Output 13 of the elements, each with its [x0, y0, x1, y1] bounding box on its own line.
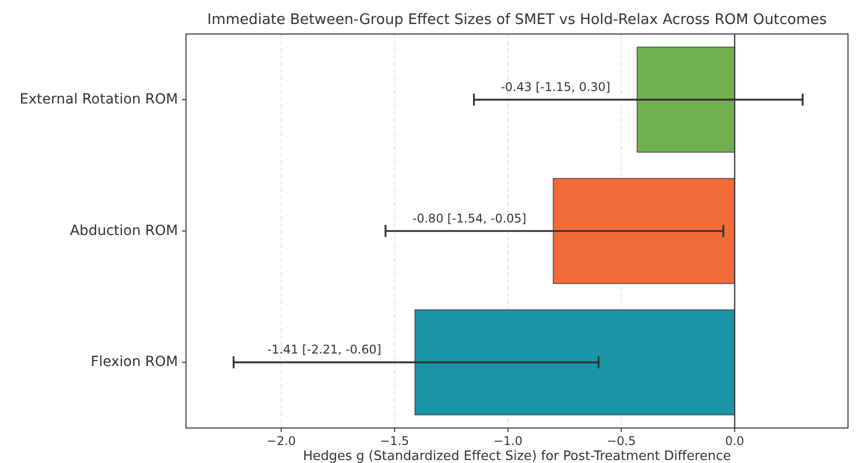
data-label: -0.43 [-1.15, 0.30]	[500, 80, 610, 94]
x-tick-label: −2.0	[266, 434, 296, 448]
y-tick-label: External Rotation ROM	[20, 91, 178, 108]
x-tick-label: −0.5	[606, 434, 636, 448]
chart-title: Immediate Between-Group Effect Sizes of SMET vs Hold-Relax Across ROM Outcomes	[207, 12, 827, 28]
x-tick-label: −1.5	[380, 434, 410, 448]
data-label: -0.80 [-1.54, -0.05]	[412, 211, 526, 226]
y-tick-label: Abduction ROM	[70, 222, 178, 239]
x-axis-title: Hedges g (Standardized Effect Size) for Post-Treatment Difference	[302, 449, 732, 463]
x-tick-label: −1.0	[493, 434, 522, 448]
y-tick-label: Flexion ROM	[90, 354, 178, 370]
data-label: -1.41 [-2.21, -0.60]	[267, 342, 382, 357]
x-tick-label: 0.0	[725, 434, 744, 448]
